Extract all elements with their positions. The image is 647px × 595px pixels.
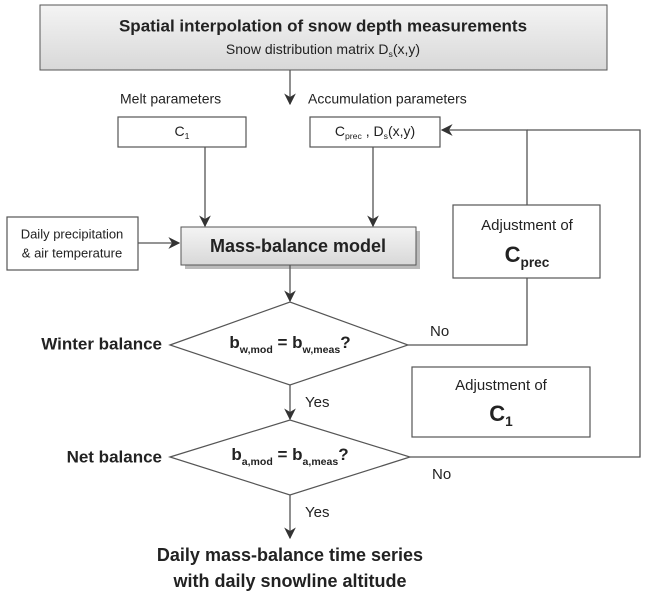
adjust-prec-line2: Cprec <box>505 242 550 270</box>
top-title: Spatial interpolation of snow depth meas… <box>119 16 527 35</box>
text-run: = b <box>273 445 303 464</box>
model-box <box>180 226 417 266</box>
net-no: No <box>432 466 451 483</box>
text-run: C <box>175 123 185 139</box>
output-line1: Daily mass-balance time series <box>157 545 423 565</box>
adjust-melt-line1: Adjustment of <box>455 377 548 394</box>
input-line1: Daily precipitation <box>21 226 124 241</box>
connectors <box>138 70 641 540</box>
adjust-melt-line2: C1 <box>489 401 513 429</box>
winter-yes: Yes <box>305 394 329 411</box>
winter-condition: bw,mod = bw,meas? <box>229 333 350 355</box>
accumulation-box-text: Cprec , Ds(x,y) <box>335 123 415 142</box>
accumulation-label: Accumulation parameters <box>308 91 467 107</box>
text-run: b <box>229 333 239 352</box>
subscript: w,meas <box>302 344 341 356</box>
subscript: s <box>389 49 394 59</box>
net-label: Net balance <box>67 447 162 466</box>
text-run: , D <box>362 123 384 139</box>
text-run: (x,y) <box>393 41 420 57</box>
net-yes: Yes <box>305 504 329 521</box>
top-subtitle: Snow distribution matrix Ds(x,y) <box>226 41 420 60</box>
melt-label: Melt parameters <box>120 91 221 107</box>
text-run: Snow distribution matrix D <box>226 41 389 57</box>
subscript: prec <box>521 255 550 270</box>
text-run: = b <box>273 333 303 352</box>
subscript: 1 <box>505 414 513 429</box>
text-run: C <box>505 242 521 267</box>
subscript: 1 <box>185 131 190 141</box>
adjust-prec-line1: Adjustment of <box>481 217 574 234</box>
input-line2: & air temperature <box>22 245 122 260</box>
output-line2: with daily snowline altitude <box>172 571 406 591</box>
adjust-melt-box <box>411 366 591 438</box>
net-condition: ba,mod = ba,meas? <box>231 445 348 467</box>
subscript: a,mod <box>242 456 273 468</box>
subscript: prec <box>345 131 363 141</box>
subscript: s <box>384 131 389 141</box>
winter-no: No <box>430 323 449 340</box>
melt-box-text: C1 <box>175 123 190 142</box>
text-run: ? <box>338 445 348 464</box>
melt-box <box>117 116 247 148</box>
text-run: C <box>489 401 505 426</box>
text-run: (x,y) <box>388 123 415 139</box>
input-box <box>6 216 139 271</box>
winter-label: Winter balance <box>41 334 162 353</box>
subscript: w,mod <box>239 344 273 356</box>
text-run: C <box>335 123 345 139</box>
subscript: a,meas <box>303 456 339 468</box>
top-box <box>39 4 608 71</box>
accumulation-box <box>309 116 441 148</box>
text-run: b <box>231 445 241 464</box>
model-text: Mass-balance model <box>210 236 386 256</box>
text-run: ? <box>340 333 350 352</box>
